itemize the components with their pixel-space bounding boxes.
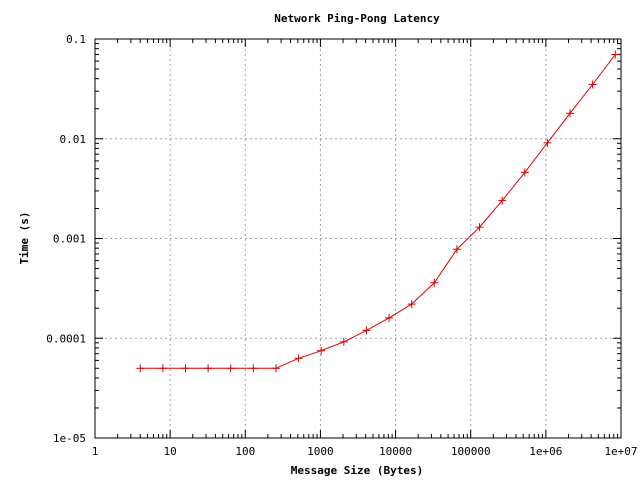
x-tick-label: 1	[92, 445, 99, 458]
data-point-marker	[249, 364, 258, 373]
data-point-marker	[362, 326, 371, 335]
data-point-marker	[588, 80, 597, 89]
data-point-marker	[543, 138, 552, 147]
y-tick-labels: 1e-05 0.0001 0.001 0.01 0.1	[46, 33, 86, 445]
x-axis-label: Message Size (Bytes)	[291, 464, 423, 477]
data-point-marker	[158, 364, 167, 373]
x-tick-labels: 1 10 100 1000 10000 100000 1e+06 1e+07	[92, 445, 638, 458]
y-axis-label: Time (s)	[18, 212, 31, 265]
x-tick-label: 10000	[379, 445, 412, 458]
data-point-marker	[226, 364, 235, 373]
data-point-marker	[317, 346, 326, 355]
axis-ticks	[94, 38, 622, 439]
x-tick-label: 10	[164, 445, 177, 458]
y-tick-label: 0.0001	[46, 332, 86, 345]
plot-frame	[94, 38, 622, 439]
data-point-marker	[271, 364, 280, 373]
data-point-marker	[181, 364, 190, 373]
x-tick-label: 1000	[307, 445, 334, 458]
x-tick-label: 100000	[451, 445, 491, 458]
y-tick-label: 0.1	[66, 33, 86, 46]
data-point-marker	[475, 223, 484, 232]
x-tick-label: 1e+07	[604, 445, 637, 458]
data-point-marker	[520, 168, 529, 177]
data-point-marker	[498, 196, 507, 205]
data-point-marker	[566, 109, 575, 118]
data-point-marker	[294, 354, 303, 363]
y-tick-label: 0.01	[60, 133, 87, 146]
data-point-marker	[407, 300, 416, 309]
data-point-marker	[452, 245, 461, 254]
x-tick-label: 100	[235, 445, 255, 458]
series-markers	[136, 50, 620, 373]
data-point-marker	[136, 364, 145, 373]
data-point-marker	[430, 278, 439, 287]
data-point-marker	[385, 313, 394, 322]
chart-title: Network Ping-Pong Latency	[274, 12, 440, 25]
data-point-marker	[204, 364, 213, 373]
data-point-marker	[339, 337, 348, 346]
grid-lines	[95, 39, 621, 438]
y-tick-label: 0.001	[53, 233, 86, 246]
y-tick-label: 1e-05	[53, 432, 86, 445]
data-point-marker	[611, 50, 620, 59]
x-tick-label: 1e+06	[529, 445, 562, 458]
series-line	[140, 54, 616, 369]
